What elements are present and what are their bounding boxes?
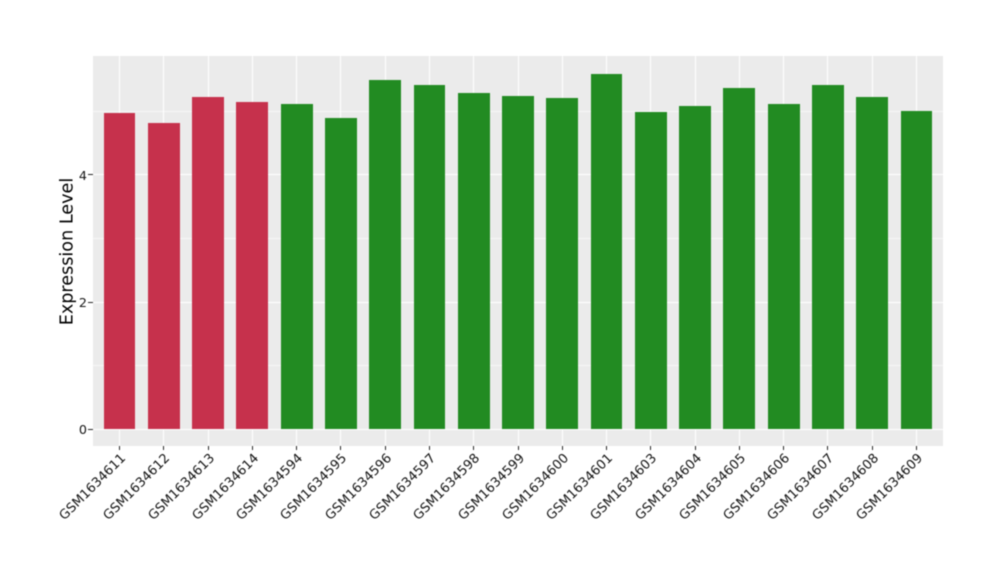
- bar-GSM1634603: [634, 111, 667, 429]
- bar-GSM1634614: [236, 101, 269, 429]
- x-axis-tick: [738, 445, 740, 450]
- bar-GSM1634608: [856, 97, 889, 429]
- x-axis-tick: [561, 445, 563, 450]
- bar-GSM1634598: [457, 92, 490, 429]
- x-axis-tick: [650, 445, 652, 450]
- bar-GSM1634596: [369, 79, 402, 429]
- x-axis-tick: [207, 445, 209, 450]
- x-axis-tick: [296, 445, 298, 450]
- bar-GSM1634601: [590, 73, 623, 429]
- bar-GSM1634605: [723, 87, 756, 429]
- bar-GSM1634600: [546, 97, 579, 429]
- y-axis-tick-label: 4: [78, 167, 87, 183]
- x-axis-tick: [428, 445, 430, 450]
- bar-GSM1634599: [502, 96, 534, 429]
- bar-GSM1634595: [325, 117, 357, 429]
- x-axis-tick: [251, 445, 253, 450]
- bar-GSM1634609: [900, 110, 933, 429]
- x-axis-tick: [340, 445, 342, 450]
- y-axis-tick: [88, 428, 93, 430]
- x-axis-tick: [384, 445, 386, 450]
- x-axis-tick: [606, 445, 608, 450]
- x-axis-tick: [473, 445, 475, 450]
- x-axis-tick: [915, 445, 917, 450]
- x-axis-tick: [827, 445, 829, 450]
- bar-GSM1634597: [413, 85, 446, 429]
- x-axis-tick: [871, 445, 873, 450]
- y-axis-tick-label: 0: [78, 422, 87, 437]
- y-axis-tick: [88, 174, 93, 176]
- bar-GSM1634604: [679, 106, 711, 429]
- bar-GSM1634612: [147, 122, 180, 429]
- x-axis-tick: [119, 445, 121, 450]
- y-axis-tick-label: 2: [78, 294, 87, 310]
- x-axis-tick: [783, 445, 785, 450]
- x-axis-tick: [163, 445, 165, 450]
- plot-panel: [93, 56, 943, 446]
- x-axis-tick: [694, 445, 696, 450]
- bar-GSM1634594: [280, 103, 313, 429]
- y-axis-tick: [88, 301, 93, 303]
- bar-GSM1634611: [103, 113, 136, 429]
- bar-GSM1634613: [192, 96, 224, 429]
- bar-GSM1634606: [767, 103, 800, 429]
- bar-GSM1634607: [811, 84, 844, 429]
- x-axis-tick: [517, 445, 519, 450]
